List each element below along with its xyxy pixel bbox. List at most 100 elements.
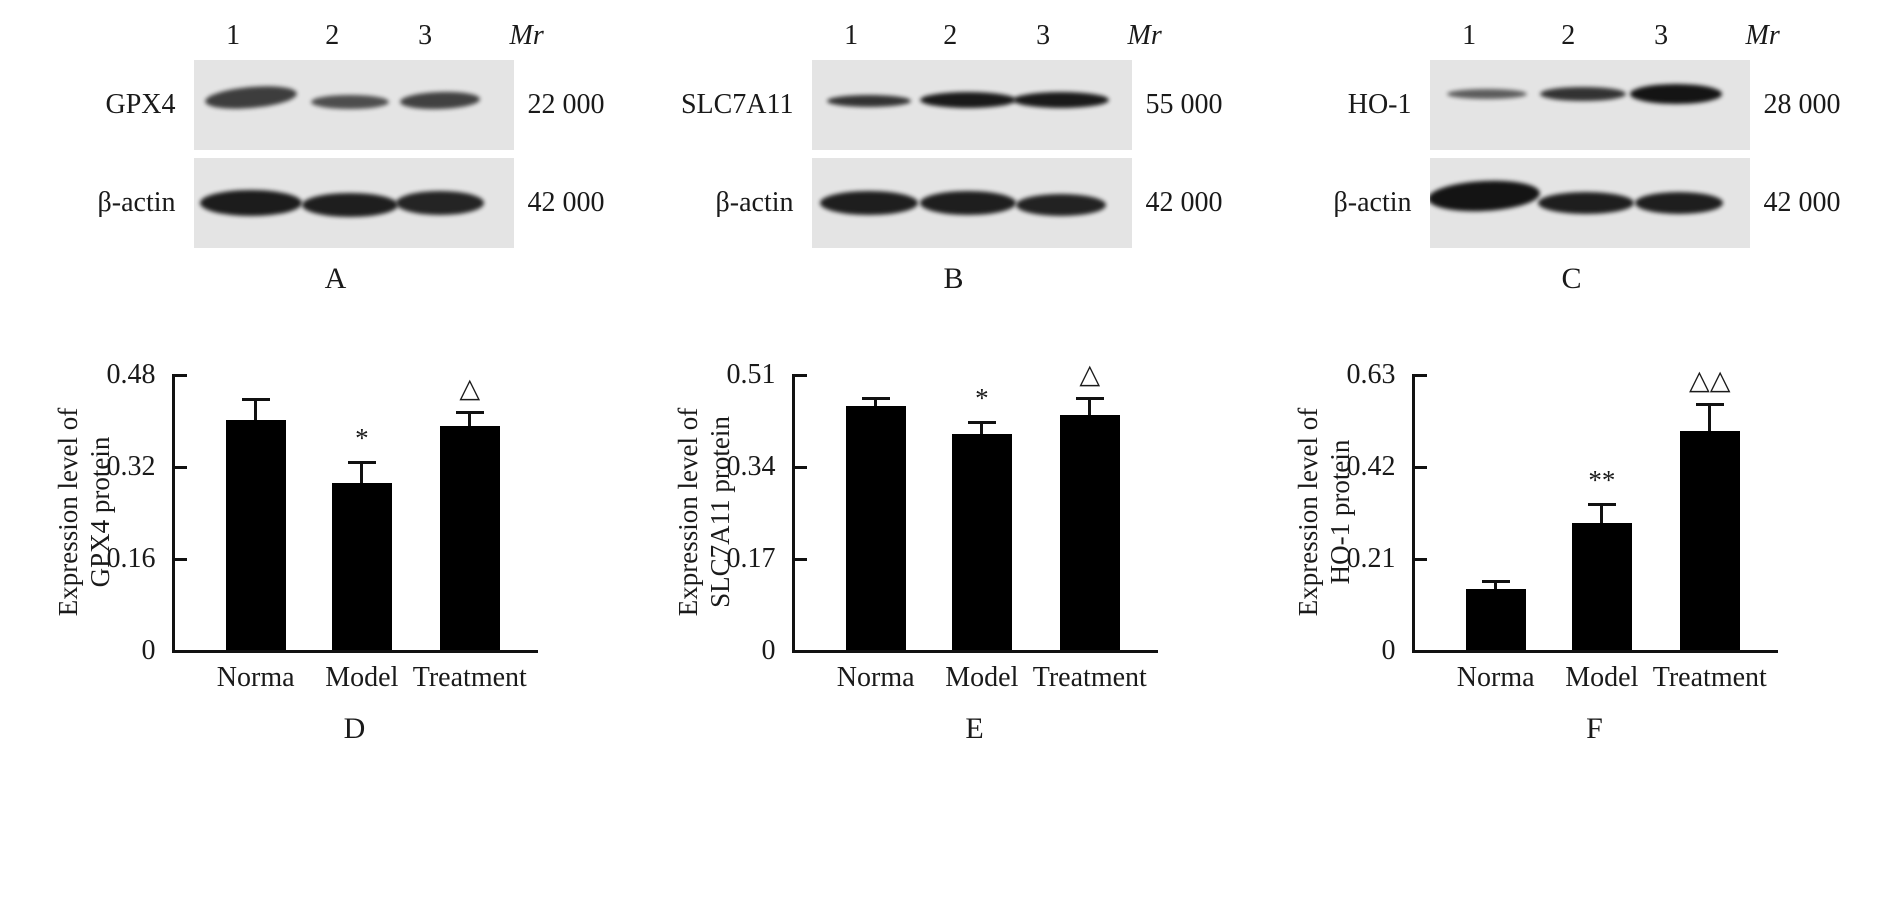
error-bar-cap	[1695, 402, 1724, 406]
protein-label: β-actin	[97, 187, 176, 218]
mr-header-label: Mr	[509, 20, 544, 51]
y-tick-label: 0.32	[106, 451, 156, 482]
lane-number: 2	[325, 20, 340, 51]
chart-panel-E: Expression level of SLC7A11 protein 0 0.17 0…	[652, 352, 1244, 782]
y-tick-label: 0.21	[1346, 543, 1396, 574]
blot-image	[811, 60, 1132, 150]
blot-block: β-actin 42 000	[652, 158, 1244, 248]
error-bar-line	[1600, 505, 1604, 523]
blot-block: β-actin 42 000	[1270, 158, 1862, 248]
blot-block: β-actin 42 000	[34, 158, 626, 248]
error-bar-cap	[967, 420, 996, 424]
y-tick-label: 0.48	[106, 359, 156, 390]
blot-row: 1 2 3 Mr GPX4 22 000 β-actin 42 000 A 1 2 3 Mr SLC7A1…	[0, 14, 1895, 296]
blot-panel-B: 1 2 3 Mr SLC7A11 55 000 β-actin 42 000 B	[652, 14, 1244, 296]
y-tick-label: 0	[1381, 635, 1396, 666]
x-axis-line	[171, 650, 538, 653]
y-axis-label-line: Expression level of	[672, 407, 703, 617]
x-category-label: Model	[325, 662, 399, 693]
y-tick	[1411, 374, 1427, 377]
lane-number: 3	[1654, 20, 1669, 51]
y-tick	[171, 558, 187, 561]
blot-band	[827, 95, 912, 108]
bar-treatment	[1679, 430, 1740, 650]
y-axis-label-line: Expression level of	[1292, 407, 1323, 617]
lane-numbers: 1 2 3	[1412, 14, 1732, 60]
significance-annotation: △	[1079, 359, 1101, 390]
blot-band	[1538, 192, 1635, 214]
y-axis-label-line: SLC7A11 protein	[704, 416, 735, 608]
x-category-label: Norma	[216, 662, 295, 693]
panel-letter: B	[943, 262, 964, 295]
blot-block: SLC7A11 55 000	[652, 60, 1244, 150]
y-axis-label-line: GPX4 protein	[84, 436, 115, 588]
bar-norma	[1465, 588, 1526, 650]
x-category-label: Model	[945, 662, 1019, 693]
y-axis-label: Expression level of HO-1 protein	[1292, 408, 1356, 616]
blot-band	[395, 191, 484, 215]
blot-band	[1629, 84, 1722, 105]
significance-annotation: **	[1588, 465, 1616, 496]
blot-image	[193, 158, 514, 248]
error-bar-cap	[455, 411, 484, 415]
blot-block: GPX4 22 000	[34, 60, 626, 150]
x-category-label: Treatment	[1032, 662, 1147, 693]
lane-number: 1	[226, 20, 241, 51]
error-bar-line	[1088, 399, 1092, 415]
blot-band	[920, 191, 1017, 215]
y-tick	[1411, 466, 1427, 469]
y-tick-label: 0.17	[726, 543, 776, 574]
y-tick-label: 0.16	[106, 543, 156, 574]
significance-annotation: △	[459, 373, 481, 404]
blot-band	[204, 83, 298, 113]
error-bar-cap	[1075, 397, 1104, 401]
significance-annotation: *	[355, 423, 369, 454]
y-tick-label: 0	[761, 635, 776, 666]
error-bar-line	[874, 399, 878, 407]
y-tick-label: 0.42	[1346, 451, 1396, 482]
y-axis-label-line: Expression level of	[52, 407, 83, 617]
blot-band	[1447, 89, 1528, 100]
lane-number: 2	[943, 20, 958, 51]
lane-header-row: 1 2 3 Mr	[34, 14, 626, 60]
error-bar-line	[1708, 404, 1712, 431]
y-tick	[791, 374, 807, 377]
error-bar-cap	[861, 397, 890, 401]
protein-label: β-actin	[715, 187, 794, 218]
significance-annotation: *	[975, 382, 989, 413]
blot-band	[1013, 91, 1110, 108]
x-axis-line	[1411, 650, 1778, 653]
bar-norma	[845, 406, 906, 650]
blot-panel-C: 1 2 3 Mr HO-1 28 000 β-actin 42 000 C	[1270, 14, 1862, 296]
panel-letter: D	[343, 712, 366, 745]
error-bar-line	[468, 413, 472, 426]
lane-numbers: 1 2 3	[794, 14, 1114, 60]
blot-band	[200, 190, 303, 216]
significance-annotation: △△	[1689, 364, 1731, 395]
x-category-label: Model	[1565, 662, 1639, 693]
error-bar-line	[254, 399, 258, 420]
panel-letter: F	[1586, 712, 1603, 745]
blot-block: HO-1 28 000	[1270, 60, 1862, 150]
bar-treatment	[1059, 414, 1120, 650]
lane-number: 3	[1036, 20, 1051, 51]
lane-number: 1	[1462, 20, 1477, 51]
y-tick-label: 0.51	[726, 359, 776, 390]
blot-band	[1540, 87, 1627, 102]
error-bar-line	[1494, 582, 1498, 589]
bar-model	[1571, 522, 1632, 650]
protein-label: β-actin	[1333, 187, 1412, 218]
lane-numbers: 1 2 3	[176, 14, 496, 60]
mr-header-label: Mr	[1745, 20, 1780, 51]
panel-letter: C	[1561, 262, 1582, 295]
y-axis-line	[791, 374, 795, 653]
y-tick-label: 0	[141, 635, 156, 666]
error-bar-cap	[1481, 580, 1510, 584]
lane-number: 3	[418, 20, 433, 51]
blot-image	[1429, 158, 1750, 248]
blot-band	[311, 95, 390, 110]
y-tick	[171, 374, 187, 377]
lane-header-row: 1 2 3 Mr	[652, 14, 1244, 60]
bar-treatment	[439, 425, 500, 650]
blot-band	[820, 191, 919, 215]
